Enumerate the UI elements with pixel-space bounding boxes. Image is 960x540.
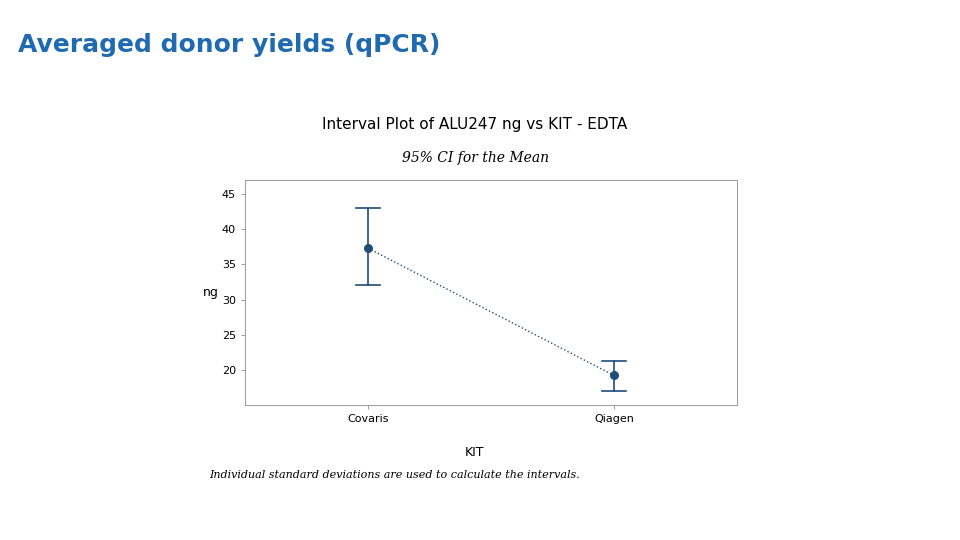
Text: 23: 23	[840, 502, 852, 511]
Text: Covaris: Covaris	[17, 509, 82, 524]
Text: Interval Plot of ALU247 ng vs KIT - EDTA: Interval Plot of ALU247 ng vs KIT - EDTA	[323, 117, 628, 132]
Text: 23: 23	[840, 522, 852, 531]
Text: Individual standard deviations are used to calculate the intervals.: Individual standard deviations are used …	[209, 470, 580, 481]
Text: Proprietary: Proprietary	[783, 503, 833, 512]
Point	[607, 371, 622, 380]
Text: 95% CI for the Mean: 95% CI for the Mean	[401, 151, 548, 165]
Text: Averaged donor yields (qPCR): Averaged donor yields (qPCR)	[18, 33, 441, 57]
Text: ™: ™	[89, 502, 98, 511]
Y-axis label: ng: ng	[203, 286, 219, 299]
Point	[360, 244, 375, 253]
Text: KIT: KIT	[466, 446, 485, 458]
